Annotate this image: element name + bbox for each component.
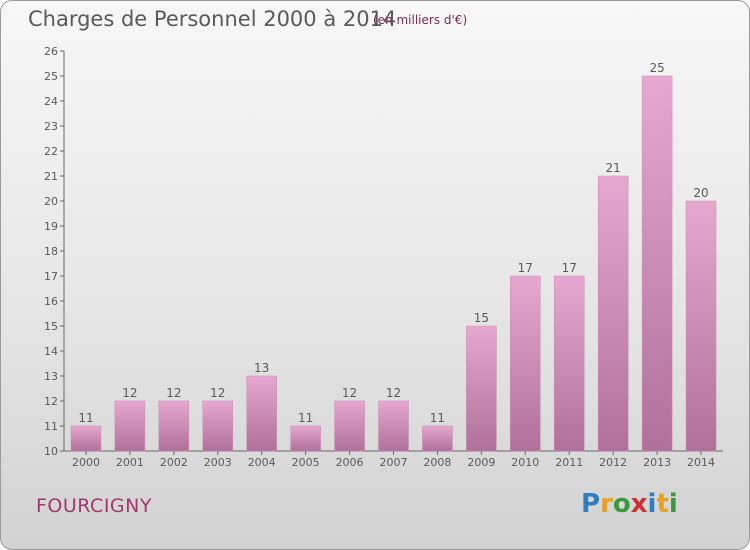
logo-letter: i [668,489,678,519]
y-tick-label: 24 [44,95,58,108]
x-tick-label: 2010 [511,456,539,469]
logo-letter: P [581,489,601,519]
x-tick-label: 2002 [160,456,188,469]
bar-value-label: 11 [298,411,313,425]
bar-value-label: 17 [518,261,533,275]
bar-value-label: 13 [254,361,269,375]
bar-2005 [290,425,321,452]
bar-value-label: 12 [342,386,357,400]
bar-2014 [685,200,717,452]
bar-value-label: 12 [122,386,137,400]
bar-2013 [641,75,673,452]
bar-value-label: 25 [649,61,664,75]
bar-2004 [246,375,277,452]
y-tick-label: 16 [44,295,58,308]
bar-value-label: 17 [562,261,577,275]
proxiti-logo: Proxiti [581,489,678,519]
x-tick-label: 2006 [336,456,364,469]
bar-value-label: 11 [78,411,93,425]
x-tick-label: 2014 [687,456,715,469]
logo-letter: r [600,489,613,519]
chart-subtitle: (en milliers d'€) [373,13,468,27]
bar-value-label: 12 [386,386,401,400]
bar-2008 [422,425,453,452]
y-tick-label: 17 [44,270,58,283]
y-tick-label: 18 [44,245,58,258]
bar-2011 [553,275,585,452]
y-tick-label: 10 [44,445,58,458]
logo-letter: t [656,489,669,519]
logo-letter: x [630,489,648,519]
y-tick-label: 21 [44,170,58,183]
y-tick-label: 20 [44,195,58,208]
x-tick-label: 2012 [599,456,627,469]
chart-title: Charges de Personnel 2000 à 2014 [28,7,397,31]
y-tick-label: 19 [44,220,58,233]
x-tick-label: 2000 [72,456,100,469]
logo-letter: o [612,489,631,519]
logo-letter: i [647,489,657,519]
bar-value-label: 20 [693,186,708,200]
y-tick-label: 12 [44,395,58,408]
bar-2012 [597,175,629,452]
x-tick-label: 2001 [116,456,144,469]
y-tick-label: 13 [44,370,58,383]
bar-value-label: 12 [210,386,225,400]
commune-name: FOURCIGNY [36,495,152,517]
y-tick-label: 25 [44,70,58,83]
bar-2003 [202,400,234,452]
y-tick-label: 22 [44,145,58,158]
x-tick-label: 2009 [467,456,495,469]
x-tick-label: 2003 [204,456,232,469]
x-tick-label: 2011 [555,456,583,469]
bar-2002 [158,400,190,452]
y-tick-label: 23 [44,120,58,133]
x-tick-label: 2008 [423,456,451,469]
bar-value-label: 11 [430,411,445,425]
bar-value-label: 12 [166,386,181,400]
bar-2007 [378,400,409,452]
bar-2010 [510,275,541,452]
bar-2000 [70,425,102,452]
x-tick-label: 2004 [248,456,276,469]
x-tick-label: 2007 [380,456,408,469]
bar-2009 [466,325,497,452]
y-tick-label: 14 [44,345,58,358]
bar-2001 [114,400,146,452]
y-tick-label: 11 [44,420,58,433]
bar-value-label: 15 [474,311,489,325]
x-tick-label: 2013 [643,456,671,469]
bar-2006 [334,400,365,452]
y-tick-label: 15 [44,320,58,333]
y-tick-label: 26 [44,45,58,58]
bar-value-label: 21 [606,161,621,175]
x-tick-label: 2005 [292,456,320,469]
